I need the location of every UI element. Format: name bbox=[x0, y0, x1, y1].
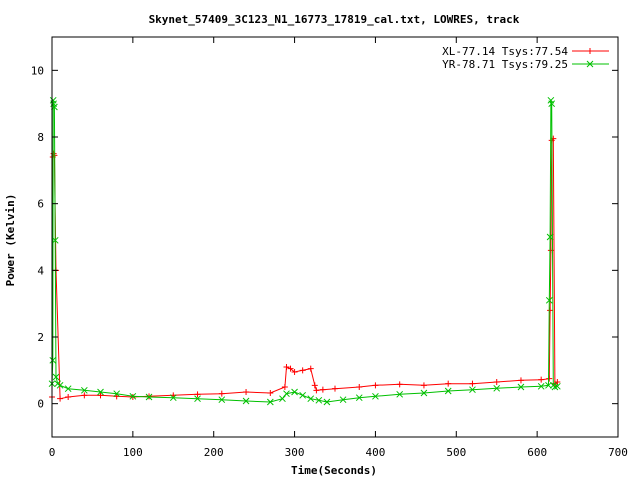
y-tick-label: 2 bbox=[37, 331, 44, 344]
legend-marker bbox=[587, 48, 593, 54]
legend-marker bbox=[586, 60, 594, 68]
data-point bbox=[57, 395, 64, 402]
data-point bbox=[267, 390, 274, 396]
data-point bbox=[517, 377, 524, 384]
data-point bbox=[56, 381, 64, 389]
data-point bbox=[313, 387, 320, 394]
x-tick-label: 300 bbox=[285, 446, 305, 459]
data-point bbox=[80, 386, 88, 394]
data-point bbox=[538, 376, 545, 383]
data-point bbox=[332, 385, 338, 392]
y-tick-label: 6 bbox=[37, 198, 44, 211]
y-tick-label: 4 bbox=[37, 264, 44, 277]
chart-title: Skynet_57409_3C123_N1_16773_17819_cal.tx… bbox=[149, 13, 520, 26]
data-point bbox=[339, 396, 347, 404]
data-point bbox=[299, 367, 306, 374]
x-tick-label: 600 bbox=[527, 446, 547, 459]
data-point bbox=[307, 395, 315, 403]
data-point bbox=[323, 398, 331, 406]
y-tick-label: 0 bbox=[37, 398, 44, 411]
data-point bbox=[291, 369, 298, 375]
y-axis-label: Power (Kelvin) bbox=[4, 194, 17, 287]
data-point bbox=[97, 388, 104, 396]
plot-area bbox=[48, 96, 561, 406]
data-point bbox=[545, 296, 553, 304]
data-point bbox=[545, 381, 552, 389]
legend-label: XL-77.14 Tsys:77.54 bbox=[442, 45, 568, 58]
data-point bbox=[551, 383, 559, 391]
data-point bbox=[493, 384, 501, 392]
data-point bbox=[372, 382, 379, 389]
data-point bbox=[469, 380, 476, 387]
x-tick-label: 400 bbox=[365, 446, 385, 459]
data-point bbox=[81, 392, 88, 399]
data-point bbox=[469, 386, 476, 394]
data-point bbox=[113, 390, 121, 398]
data-point bbox=[283, 390, 290, 398]
x-tick-label: 500 bbox=[446, 446, 466, 459]
data-point bbox=[51, 236, 59, 244]
data-point bbox=[281, 384, 288, 390]
data-point bbox=[554, 382, 561, 390]
data-point bbox=[194, 391, 201, 398]
data-point bbox=[291, 388, 298, 396]
data-point bbox=[493, 379, 500, 385]
data-point bbox=[546, 233, 554, 241]
data-point bbox=[445, 380, 452, 387]
data-point bbox=[517, 383, 525, 391]
data-point bbox=[64, 385, 72, 393]
series-xl bbox=[49, 135, 561, 402]
data-point bbox=[242, 397, 250, 405]
data-point bbox=[420, 389, 428, 397]
data-point bbox=[65, 394, 72, 400]
data-point bbox=[356, 384, 363, 390]
series-yr bbox=[48, 96, 561, 406]
series-line bbox=[51, 137, 558, 400]
data-point bbox=[315, 396, 323, 404]
data-point bbox=[287, 365, 294, 372]
y-tick-label: 8 bbox=[37, 131, 44, 144]
plot-frame bbox=[51, 36, 619, 438]
data-point bbox=[355, 394, 363, 402]
data-point bbox=[145, 393, 153, 401]
data-point bbox=[218, 396, 226, 404]
legend-label: YR-78.71 Tsys:79.25 bbox=[442, 58, 568, 71]
data-point bbox=[444, 387, 452, 395]
x-tick-label: 700 bbox=[608, 446, 628, 459]
data-point bbox=[283, 364, 290, 370]
data-point bbox=[537, 382, 545, 390]
data-point bbox=[396, 390, 404, 398]
x-tick-label: 100 bbox=[123, 446, 143, 459]
data-point bbox=[548, 100, 556, 108]
data-point bbox=[49, 356, 57, 364]
y-tick-label: 10 bbox=[31, 64, 44, 77]
data-point bbox=[311, 382, 318, 389]
data-point bbox=[243, 389, 250, 395]
data-point bbox=[396, 381, 403, 388]
data-point bbox=[307, 365, 314, 372]
data-point bbox=[169, 394, 177, 402]
data-point bbox=[266, 398, 274, 406]
data-point bbox=[218, 390, 225, 397]
data-point bbox=[372, 392, 379, 400]
x-axis-label: Time(Seconds) bbox=[291, 464, 377, 477]
data-point bbox=[547, 307, 554, 314]
data-point bbox=[546, 375, 553, 382]
x-tick-label: 0 bbox=[49, 446, 56, 459]
series-line bbox=[51, 100, 558, 403]
data-point bbox=[279, 395, 286, 403]
data-point bbox=[194, 395, 201, 403]
data-point bbox=[550, 135, 557, 142]
data-point bbox=[129, 392, 137, 400]
data-point bbox=[52, 373, 60, 381]
data-point bbox=[420, 382, 427, 389]
data-point bbox=[319, 386, 326, 393]
data-point bbox=[97, 392, 104, 399]
x-tick-label: 200 bbox=[204, 446, 224, 459]
data-point bbox=[299, 391, 307, 399]
